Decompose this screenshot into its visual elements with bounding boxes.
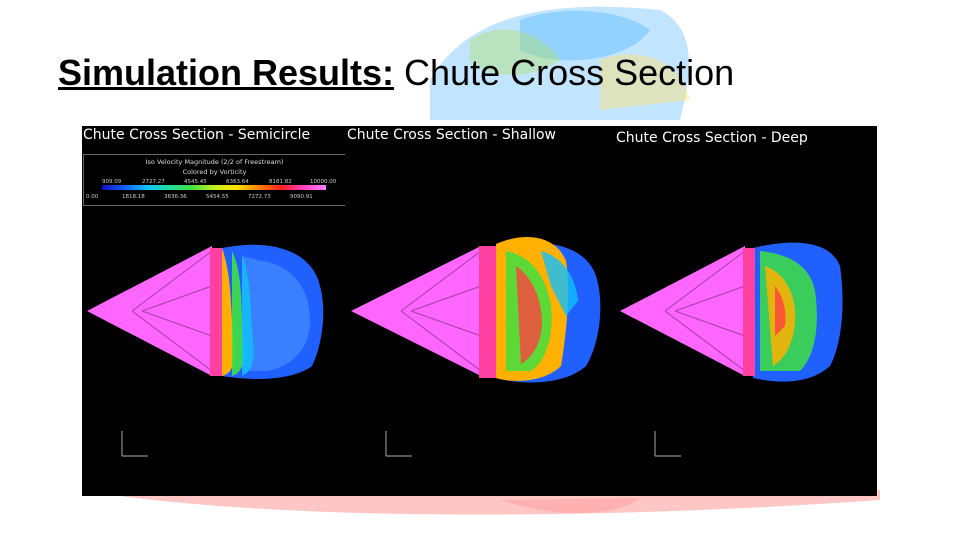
legend-tick: 7272.73 — [248, 194, 271, 200]
legend-tick: 8181.82 — [269, 179, 292, 185]
legend-subheading: Colored by Vorticity — [182, 168, 247, 176]
panel-title-deep: Chute Cross Section - Deep — [616, 130, 808, 146]
panel-shallow: Chute Cross Section - Shallow — [346, 126, 614, 496]
slide-title-bold: Simulation Results: — [58, 52, 395, 93]
legend-tick: 2727.27 — [142, 179, 165, 185]
semicircle-render — [87, 244, 324, 457]
legend-tick: 3636.36 — [164, 194, 187, 200]
color-legend: Iso Velocity Magnitude (2/2 of Freestrea… — [83, 154, 345, 206]
shallow-render — [351, 237, 601, 457]
legend-heading: Iso Velocity Magnitude (2/2 of Freestrea… — [145, 158, 284, 166]
legend-tick: 6363.64 — [226, 179, 249, 185]
panel-title-shallow: Chute Cross Section - Shallow — [347, 127, 557, 143]
legend-tick: 1818.18 — [122, 194, 145, 200]
slide-title: Simulation Results: Chute Cross Section — [58, 52, 734, 94]
panel-deep: Chute Cross Section - Deep — [615, 126, 877, 496]
legend-tick: 9090.91 — [290, 194, 313, 200]
legend-tick: 10000.00 — [310, 179, 337, 185]
deep-render — [620, 242, 843, 457]
legend-colorbar — [102, 185, 326, 190]
legend-tick: 909.09 — [102, 179, 122, 185]
legend-tick: 4545.45 — [184, 179, 207, 185]
legend-tick: 0.00 — [86, 194, 99, 200]
panel-semicircle: Chute Cross Section - Semicircle Iso Vel… — [82, 126, 345, 496]
slide-title-rest: Chute Cross Section — [394, 52, 735, 93]
legend-tick: 5454.55 — [206, 194, 229, 200]
simulation-panels: Chute Cross Section - Semicircle Iso Vel… — [82, 126, 877, 496]
panel-title-semicircle: Chute Cross Section - Semicircle — [83, 127, 311, 143]
